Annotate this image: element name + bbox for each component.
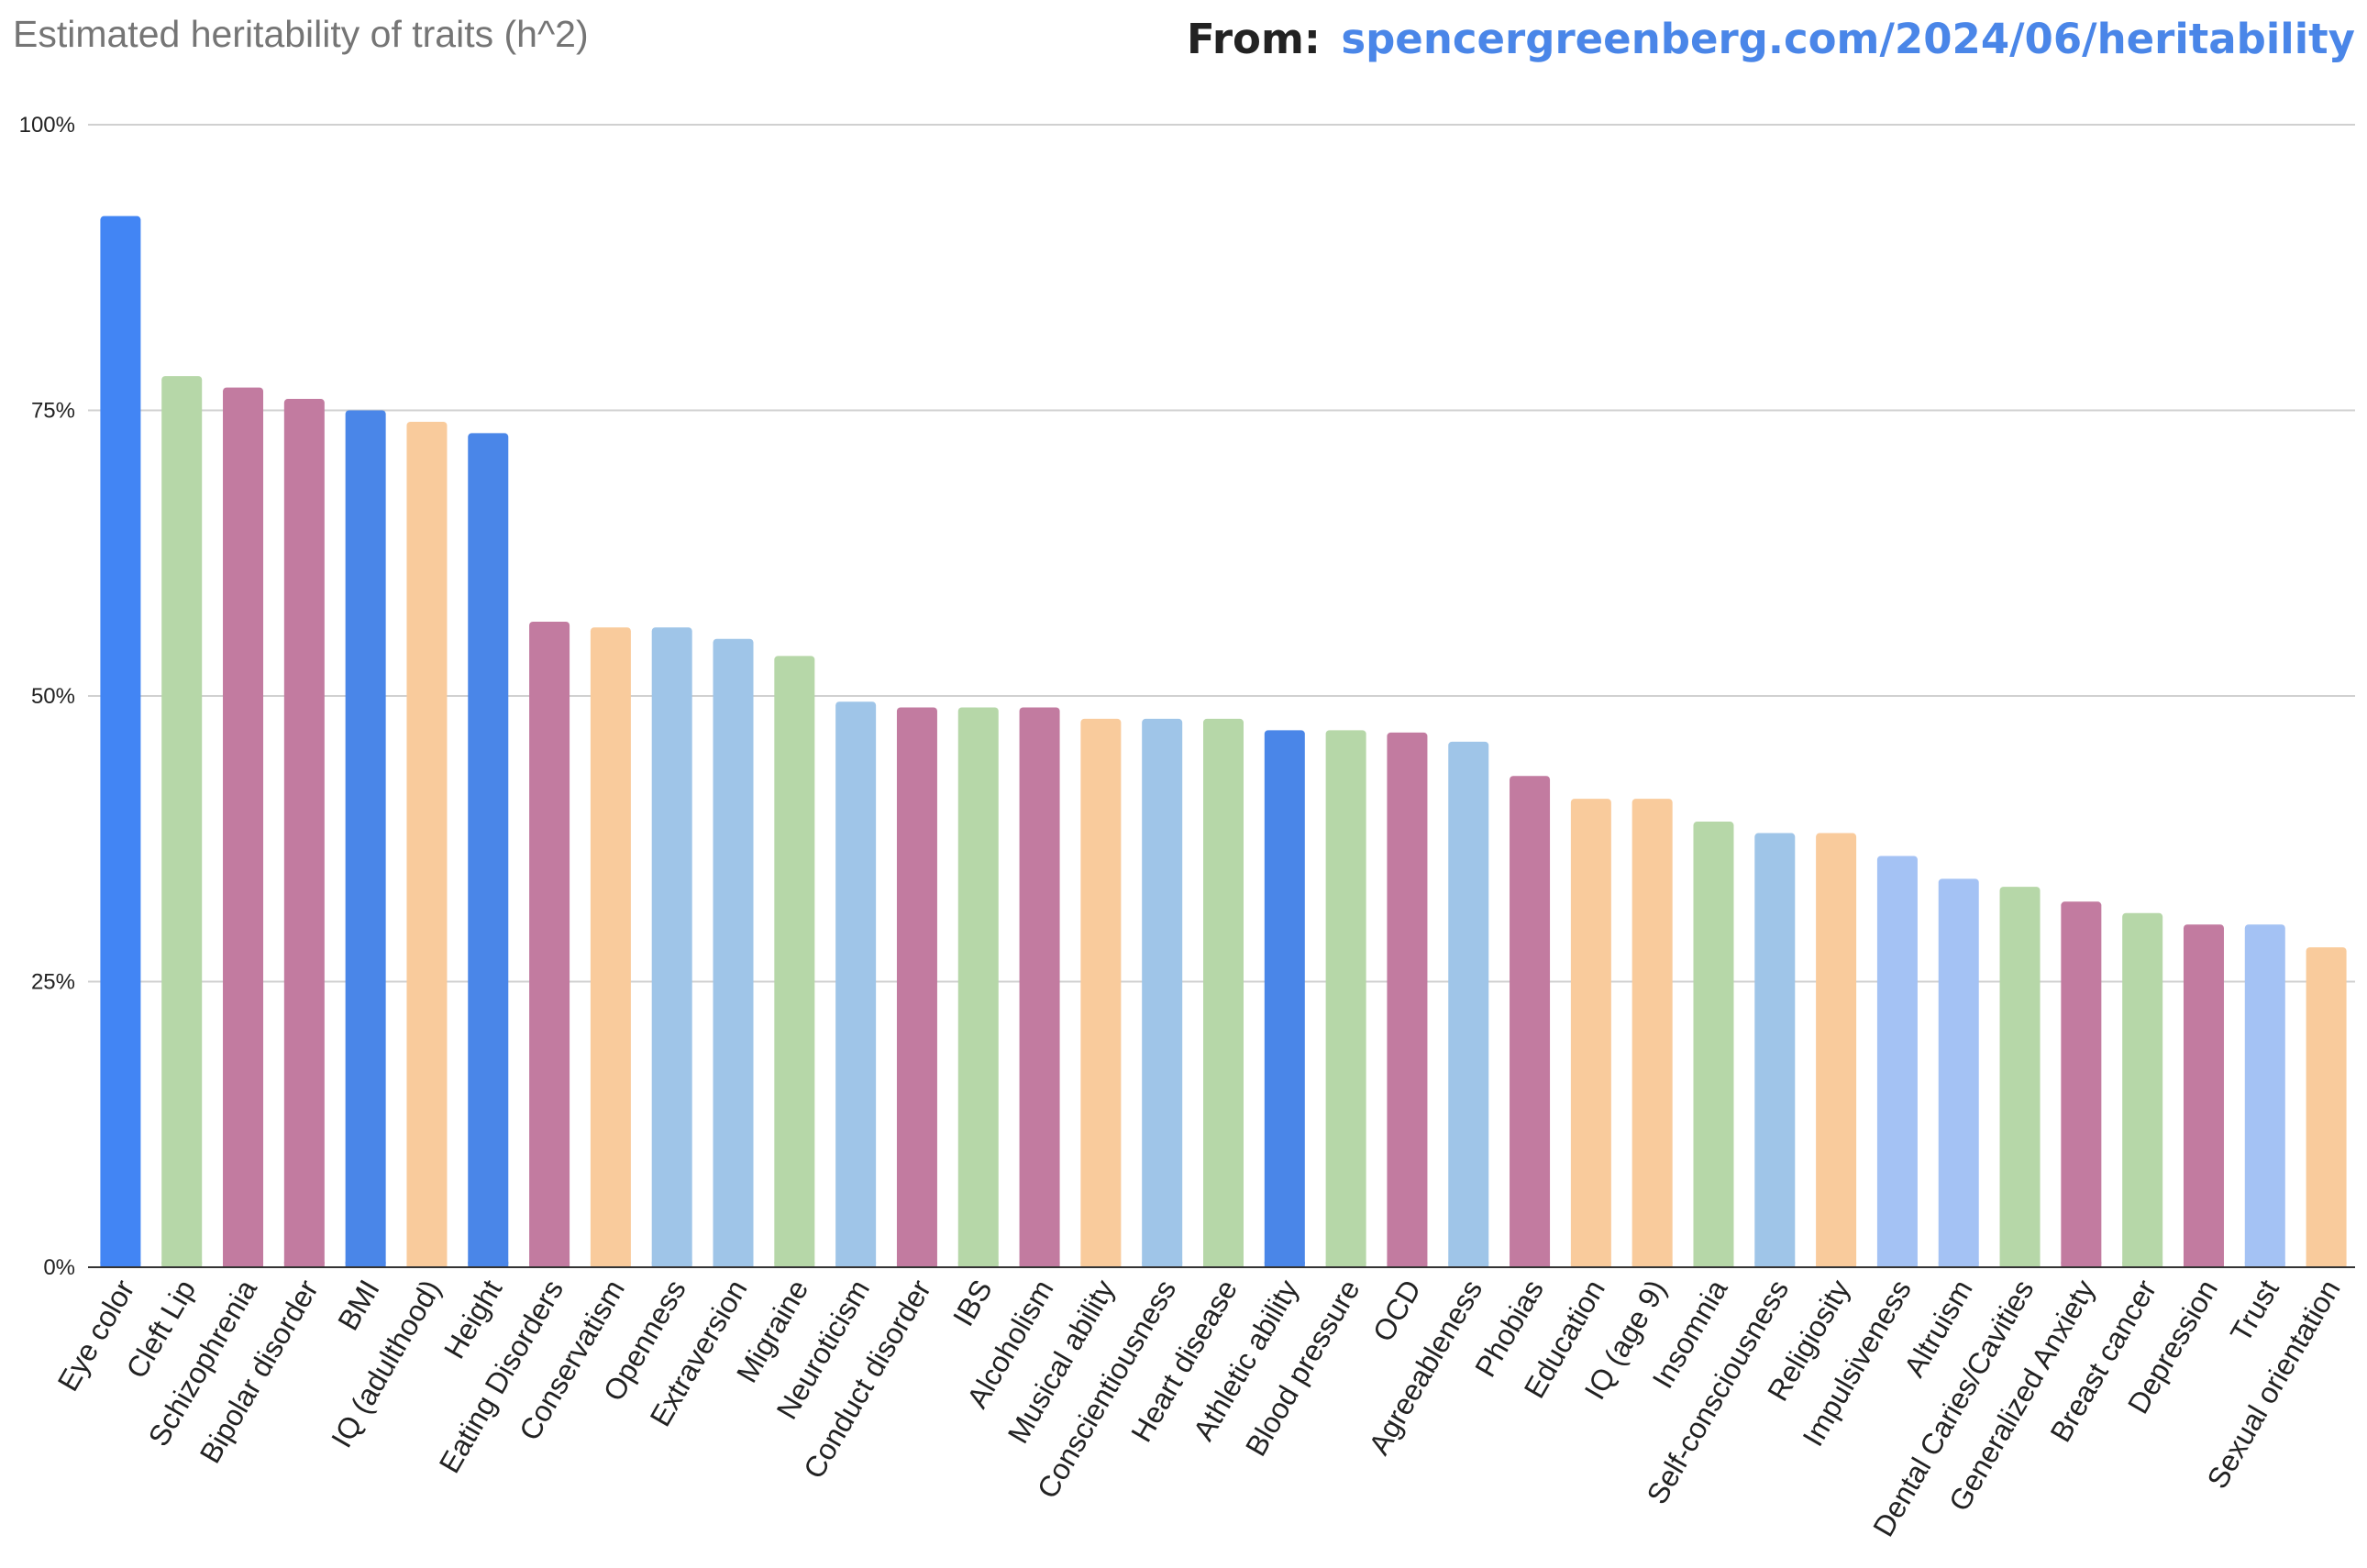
bar-base — [1999, 1262, 2041, 1267]
bar — [1510, 776, 1551, 1267]
bar — [1631, 799, 1673, 1267]
bar — [713, 638, 754, 1267]
bar-base — [2244, 1262, 2285, 1267]
bar — [100, 215, 141, 1268]
bar-base — [2061, 1262, 2102, 1267]
bar — [2061, 901, 2102, 1267]
bar-base — [1631, 1262, 1673, 1267]
bar — [590, 627, 631, 1267]
bar — [406, 421, 448, 1268]
bar-base — [223, 1262, 264, 1267]
bar-base — [1142, 1262, 1183, 1267]
source-url-link[interactable]: spencergreenberg.com/2024/06/heritabilit… — [1341, 15, 2355, 63]
bar-base — [1938, 1262, 1979, 1267]
bar — [2306, 947, 2347, 1267]
x-tick-label: BMI — [331, 1275, 386, 1336]
bar — [1876, 856, 1918, 1267]
bar-base — [1693, 1262, 1734, 1267]
bar-base — [1570, 1262, 1611, 1267]
bar-base — [1325, 1262, 1366, 1267]
bar — [1448, 741, 1489, 1267]
bar — [1142, 718, 1183, 1267]
bar — [1264, 730, 1305, 1267]
y-tick-label: 100% — [19, 113, 75, 138]
x-tick-label: OCD — [1366, 1275, 1428, 1348]
bar — [896, 707, 937, 1267]
bar-base — [1080, 1262, 1122, 1267]
bar-base — [1510, 1262, 1551, 1267]
bar-base — [2306, 1262, 2347, 1267]
bar — [223, 387, 264, 1268]
bar — [345, 410, 386, 1267]
bar — [1754, 833, 1796, 1267]
x-tick-label: IBS — [946, 1275, 999, 1332]
chart-title: Estimated heritability of traits (h^2) — [13, 13, 589, 55]
y-tick-label: 0% — [43, 1255, 75, 1280]
bar-base — [1754, 1262, 1796, 1267]
bar-base — [1264, 1262, 1305, 1267]
bar-base — [1019, 1262, 1060, 1267]
bar-base — [161, 1262, 203, 1267]
bar-base — [835, 1262, 877, 1267]
bar — [835, 701, 877, 1267]
bar — [468, 433, 509, 1267]
bar-base — [2122, 1262, 2163, 1267]
bar — [1080, 718, 1122, 1267]
bar-base — [529, 1262, 570, 1267]
bar-base — [283, 1262, 325, 1267]
bar-base — [896, 1262, 937, 1267]
bar-base — [590, 1262, 631, 1267]
bar-base — [774, 1262, 815, 1267]
bar — [651, 627, 692, 1267]
bar — [1938, 878, 1979, 1267]
bar-base — [2183, 1262, 2224, 1267]
bar — [1325, 730, 1366, 1267]
x-tick-label: Trust — [2224, 1274, 2285, 1347]
bar — [774, 656, 815, 1267]
bar — [1570, 799, 1611, 1267]
bar-base — [100, 1262, 141, 1267]
bar — [2244, 924, 2285, 1267]
bar — [161, 376, 203, 1267]
bar-base — [1448, 1262, 1489, 1267]
bar — [957, 707, 999, 1267]
bar-base — [1203, 1262, 1244, 1267]
bars — [100, 215, 2347, 1268]
bar — [283, 399, 325, 1267]
y-tick-label: 50% — [31, 684, 75, 709]
bar-base — [1387, 1262, 1428, 1267]
bar-base — [1876, 1262, 1918, 1267]
bar — [1693, 822, 1734, 1267]
bar-base — [957, 1262, 999, 1267]
bar — [1387, 732, 1428, 1267]
source-attribution: From: spencergreenberg.com/2024/06/herit… — [1187, 15, 2355, 63]
bar — [2122, 912, 2163, 1267]
bar-base — [468, 1262, 509, 1267]
bar — [1019, 707, 1060, 1267]
bar — [1999, 887, 2041, 1267]
x-tick-label: Eye color — [51, 1274, 141, 1397]
bar — [1816, 833, 1857, 1267]
y-tick-label: 25% — [31, 970, 75, 995]
bar-base — [713, 1262, 754, 1267]
bar — [529, 622, 570, 1267]
bar — [2183, 924, 2224, 1267]
bar-base — [1816, 1262, 1857, 1267]
y-tick-label: 75% — [31, 399, 75, 424]
bar — [1203, 718, 1244, 1267]
bar-base — [651, 1262, 692, 1267]
bar-base — [406, 1262, 448, 1267]
y-axis-ticks: 0% 25% 50% 75% 100% — [19, 113, 75, 1280]
from-label: From: — [1187, 15, 1321, 63]
bar-base — [345, 1262, 386, 1267]
